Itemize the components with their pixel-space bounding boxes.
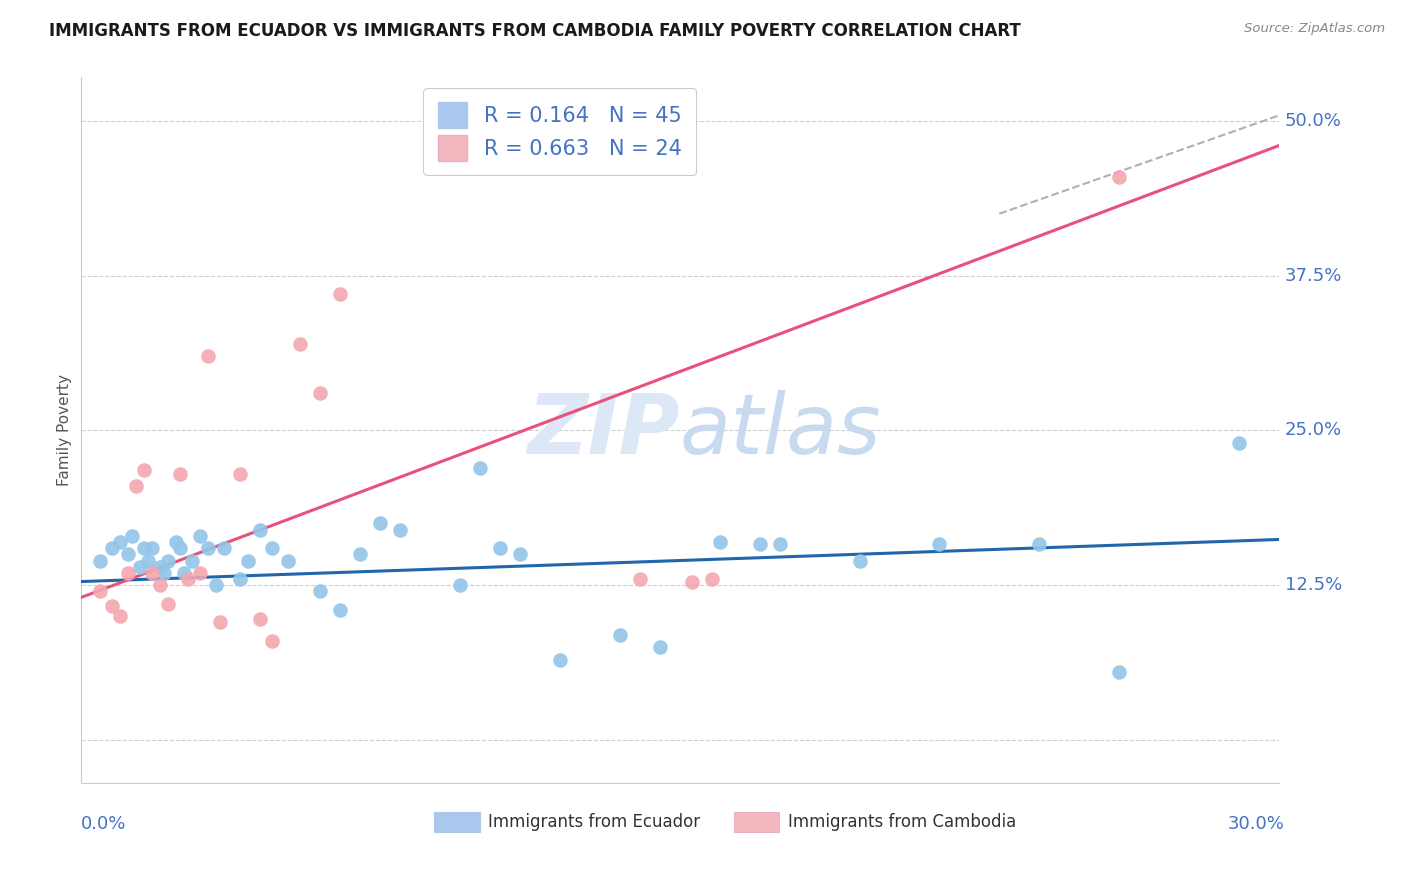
Point [149, 578, 172, 592]
Point [101, 541, 124, 556]
Point [134, 463, 156, 477]
Point [134, 541, 156, 556]
Point [101, 599, 124, 614]
Point [129, 559, 152, 574]
Point [149, 559, 172, 574]
Point [138, 553, 160, 567]
Point [125, 479, 148, 493]
Text: 37.5%: 37.5% [1285, 267, 1343, 285]
Point [681, 574, 703, 589]
Point [214, 541, 236, 556]
Point [141, 541, 163, 556]
Text: 25.0%: 25.0% [1285, 421, 1343, 440]
Point [229, 572, 252, 586]
Point [177, 572, 200, 586]
Point [329, 287, 352, 301]
Point [121, 529, 143, 543]
Point [141, 566, 163, 580]
Point [277, 553, 299, 567]
Point [249, 612, 271, 626]
Point [209, 615, 232, 630]
Point [648, 640, 671, 655]
Text: 12.5%: 12.5% [1285, 576, 1343, 594]
Point [117, 547, 139, 561]
Point [89, 553, 111, 567]
Point [928, 537, 950, 551]
Point [197, 541, 219, 556]
Text: atlas: atlas [679, 390, 882, 471]
Point [700, 572, 723, 586]
Point [197, 349, 219, 363]
Point [262, 634, 284, 648]
FancyBboxPatch shape [434, 812, 479, 831]
Point [117, 566, 139, 580]
Point [389, 523, 412, 537]
Text: Source: ZipAtlas.com: Source: ZipAtlas.com [1244, 22, 1385, 36]
Text: 0.0%: 0.0% [80, 815, 127, 833]
Text: Immigrants from Ecuador: Immigrants from Ecuador [488, 813, 700, 830]
Point [489, 541, 512, 556]
Point [190, 566, 212, 580]
Point [509, 547, 531, 561]
Point [290, 336, 312, 351]
Point [709, 535, 731, 549]
Point [309, 584, 332, 599]
Point [1028, 537, 1050, 551]
Point [181, 553, 204, 567]
Point [229, 467, 252, 481]
Point [368, 516, 391, 531]
Point [205, 578, 228, 592]
Point [89, 584, 111, 599]
Text: Immigrants from Cambodia: Immigrants from Cambodia [787, 813, 1017, 830]
Point [748, 537, 770, 551]
Point [609, 628, 631, 642]
Text: IMMIGRANTS FROM ECUADOR VS IMMIGRANTS FROM CAMBODIA FAMILY POVERTY CORRELATION C: IMMIGRANTS FROM ECUADOR VS IMMIGRANTS FR… [49, 22, 1021, 40]
Point [1108, 665, 1130, 679]
Point [449, 578, 471, 592]
Text: 30.0%: 30.0% [1227, 815, 1285, 833]
Point [349, 547, 371, 561]
Point [110, 609, 132, 624]
Point [173, 566, 195, 580]
Point [157, 597, 180, 611]
Point [768, 537, 790, 551]
Point [110, 535, 132, 549]
Point [468, 460, 491, 475]
Legend: R = 0.164   N = 45, R = 0.663   N = 24: R = 0.164 N = 45, R = 0.663 N = 24 [423, 87, 696, 175]
Point [169, 541, 191, 556]
Point [262, 541, 284, 556]
Point [1108, 169, 1130, 184]
Point [249, 523, 271, 537]
Point [157, 553, 180, 567]
FancyBboxPatch shape [734, 812, 779, 831]
Point [548, 652, 571, 666]
Text: ZIP: ZIP [527, 390, 679, 471]
Y-axis label: Family Poverty: Family Poverty [58, 375, 72, 486]
Point [329, 603, 352, 617]
Text: 50.0%: 50.0% [1285, 112, 1341, 130]
Point [628, 572, 651, 586]
Point [238, 553, 260, 567]
Point [1227, 435, 1250, 450]
Point [190, 529, 212, 543]
Point [309, 386, 332, 401]
Point [165, 535, 187, 549]
Point [169, 467, 191, 481]
Point [153, 566, 176, 580]
Point [848, 553, 870, 567]
